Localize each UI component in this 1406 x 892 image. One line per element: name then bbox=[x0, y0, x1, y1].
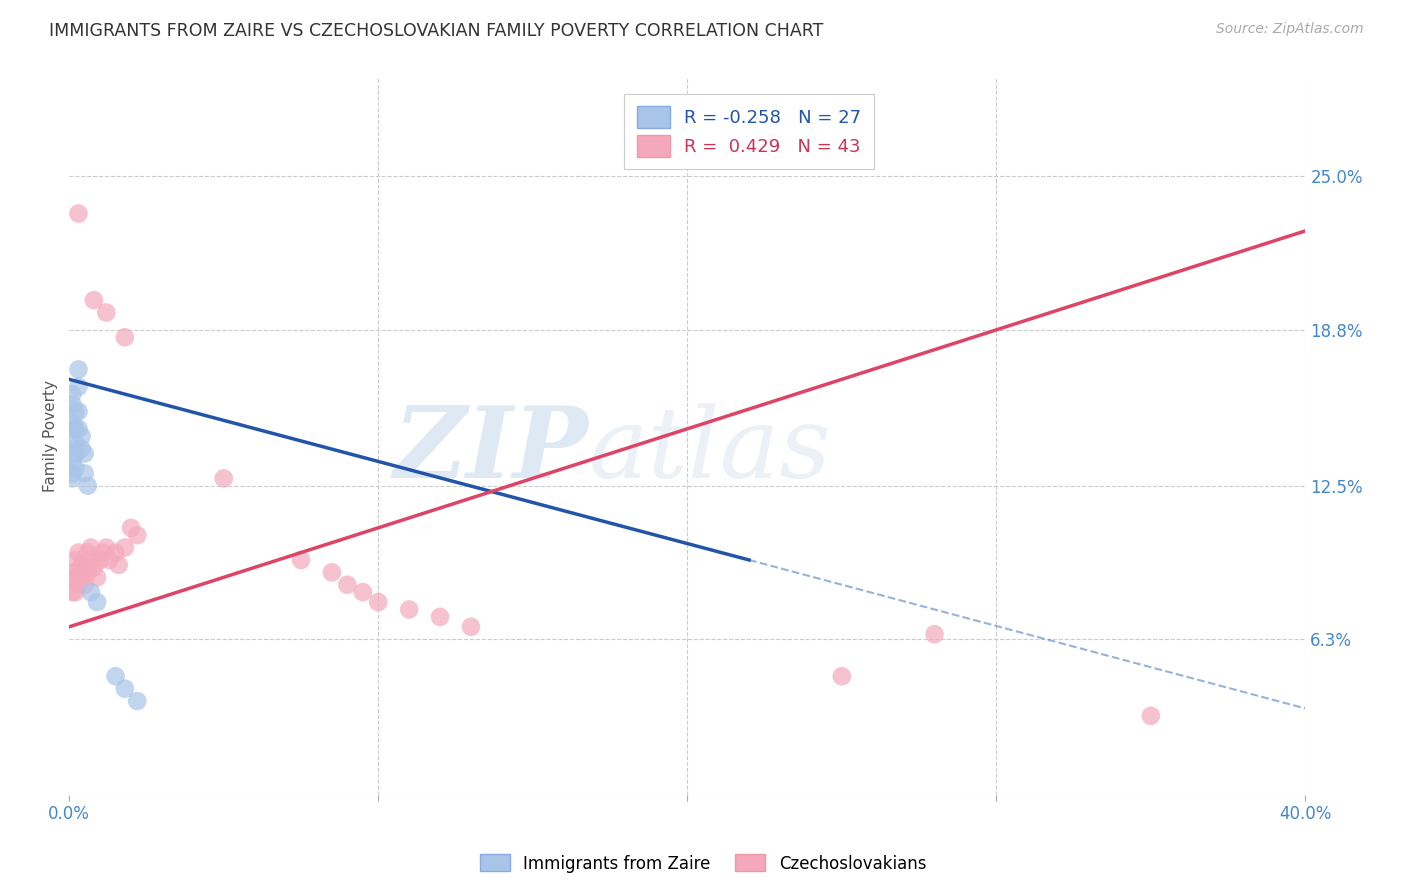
Point bbox=[70, 558, 93, 572]
Point bbox=[60, 417, 83, 431]
Point bbox=[104, 545, 127, 559]
Point bbox=[67, 404, 90, 418]
Point bbox=[76, 566, 98, 580]
Point bbox=[96, 305, 118, 319]
Point bbox=[67, 578, 90, 592]
Point bbox=[67, 566, 90, 580]
Point bbox=[80, 541, 103, 555]
Point bbox=[429, 610, 451, 624]
Point bbox=[127, 528, 149, 542]
Point bbox=[70, 442, 93, 456]
Point bbox=[67, 362, 90, 376]
Point bbox=[1140, 709, 1163, 723]
Point bbox=[65, 570, 87, 584]
Text: IMMIGRANTS FROM ZAIRE VS CZECHOSLOVAKIAN FAMILY POVERTY CORRELATION CHART: IMMIGRANTS FROM ZAIRE VS CZECHOSLOVAKIAN… bbox=[49, 22, 824, 40]
Point bbox=[60, 566, 83, 580]
Point bbox=[65, 422, 87, 436]
Point bbox=[60, 442, 83, 456]
Y-axis label: Family Poverty: Family Poverty bbox=[44, 380, 58, 492]
Point bbox=[336, 578, 359, 592]
Point bbox=[70, 429, 93, 443]
Point bbox=[83, 560, 105, 574]
Point bbox=[91, 545, 114, 559]
Point bbox=[76, 545, 98, 559]
Point bbox=[89, 553, 111, 567]
Point bbox=[60, 471, 83, 485]
Point bbox=[65, 461, 87, 475]
Point bbox=[321, 566, 343, 580]
Point bbox=[924, 627, 946, 641]
Point bbox=[73, 578, 96, 592]
Point bbox=[398, 602, 420, 616]
Point bbox=[352, 585, 374, 599]
Point bbox=[98, 553, 121, 567]
Point bbox=[65, 404, 87, 418]
Point bbox=[290, 553, 312, 567]
Point bbox=[60, 422, 83, 436]
Point bbox=[60, 585, 83, 599]
Point bbox=[65, 436, 87, 450]
Point bbox=[460, 620, 482, 634]
Point bbox=[367, 595, 389, 609]
Point bbox=[60, 387, 83, 401]
Text: Source: ZipAtlas.com: Source: ZipAtlas.com bbox=[1216, 22, 1364, 37]
Point bbox=[65, 446, 87, 460]
Point bbox=[67, 545, 90, 559]
Point bbox=[73, 446, 96, 460]
Point bbox=[80, 553, 103, 567]
Point bbox=[73, 467, 96, 481]
Point bbox=[114, 330, 136, 344]
Point bbox=[114, 541, 136, 555]
Point bbox=[73, 560, 96, 574]
Point bbox=[120, 521, 142, 535]
Point bbox=[107, 558, 129, 572]
Point bbox=[831, 669, 853, 683]
Point bbox=[96, 541, 118, 555]
Point bbox=[212, 471, 235, 485]
Text: ZIP: ZIP bbox=[394, 402, 589, 499]
Point bbox=[114, 681, 136, 696]
Point bbox=[67, 206, 90, 220]
Point bbox=[60, 454, 83, 468]
Point bbox=[60, 397, 83, 411]
Point bbox=[67, 380, 90, 394]
Legend: Immigrants from Zaire, Czechoslovakians: Immigrants from Zaire, Czechoslovakians bbox=[472, 847, 934, 880]
Point bbox=[127, 694, 149, 708]
Point bbox=[86, 570, 108, 584]
Text: atlas: atlas bbox=[589, 403, 831, 499]
Point bbox=[65, 553, 87, 567]
Point bbox=[67, 422, 90, 436]
Point bbox=[86, 595, 108, 609]
Point bbox=[60, 467, 83, 481]
Point bbox=[104, 669, 127, 683]
Point bbox=[80, 585, 103, 599]
Point bbox=[83, 293, 105, 307]
Point bbox=[70, 570, 93, 584]
Point bbox=[76, 479, 98, 493]
Legend: R = -0.258   N = 27, R =  0.429   N = 43: R = -0.258 N = 27, R = 0.429 N = 43 bbox=[624, 94, 873, 169]
Point bbox=[65, 585, 87, 599]
